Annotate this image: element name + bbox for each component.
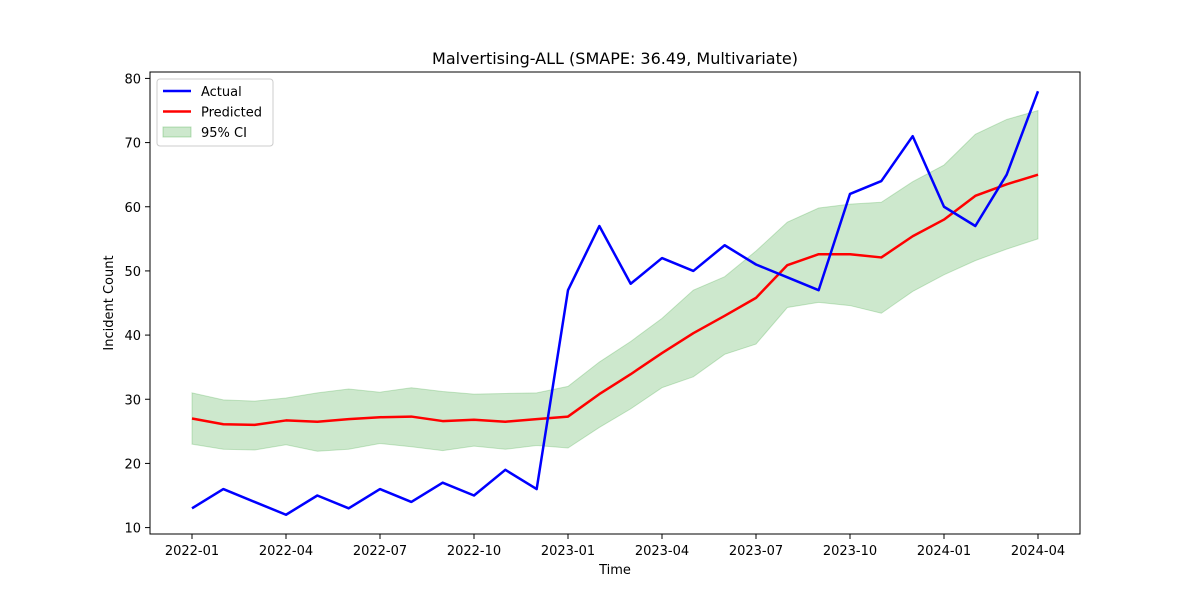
legend-label: Predicted [201,106,262,121]
x-tick-label: 2024-01 [917,544,971,559]
x-tick-label: 2022-07 [353,544,407,559]
x-tick-label: 2023-10 [823,544,877,559]
x-tick-label: 2022-10 [447,544,501,559]
y-tick-label: 60 [124,201,141,216]
y-tick-label: 50 [124,265,141,280]
y-tick-label: 80 [124,72,141,87]
x-axis-title: Time [598,563,631,578]
legend-swatch-ci [162,126,192,138]
x-tick-label: 2023-04 [635,544,689,559]
legend-label: Actual [201,85,242,100]
x-tick-label: 2022-04 [259,544,313,559]
y-tick-label: 20 [124,457,141,472]
y-axis: 10 20 30 40 50 60 70 80 [124,72,150,537]
legend-label: 95% CI [201,126,247,141]
series-layer [191,90,1040,516]
x-axis: 2022-01 2022-04 2022-07 2022-10 2023-01 2023-… [165,534,1065,559]
y-axis-title: Incident Count [102,255,117,350]
chart-title: Malvertising-ALL (SMAPE: 36.49, Multivar… [432,49,798,68]
x-tick-label: 2024-04 [1011,544,1065,559]
legend: Actual Predicted 95% CI [156,78,274,147]
x-tick-label: 2023-07 [729,544,783,559]
x-tick-label: 2023-01 [541,544,595,559]
y-tick-label: 40 [124,329,141,344]
y-tick-label: 70 [124,137,141,152]
legend-box [156,78,274,147]
series-line-predicted [191,173,1039,427]
x-tick-label: 2022-01 [165,544,219,559]
y-tick-label: 10 [124,522,141,537]
plot-frame [149,71,1081,535]
y-tick-label: 30 [124,393,141,408]
series-line-actual [191,90,1040,516]
